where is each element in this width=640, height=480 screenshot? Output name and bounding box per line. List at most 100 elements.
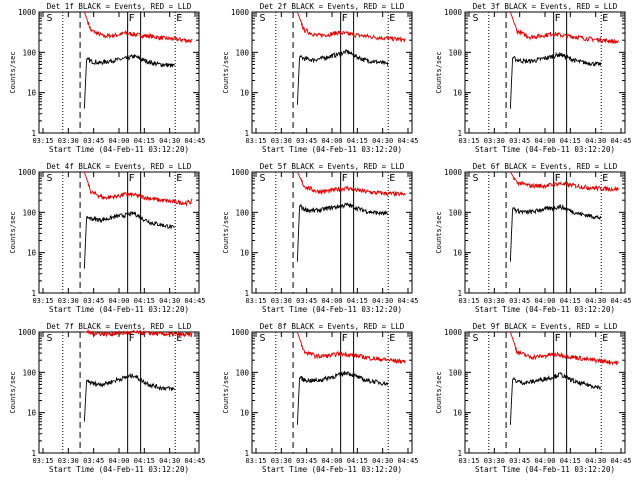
x-tick-label: 04:15 bbox=[134, 137, 155, 145]
x-tick-label: 03:15 bbox=[458, 297, 479, 305]
y-tick-label: 10 bbox=[27, 409, 37, 418]
y-tick-label: 1 bbox=[457, 289, 462, 298]
x-tick-label: 03:45 bbox=[509, 297, 530, 305]
x-tick-label: 04:00 bbox=[534, 297, 555, 305]
marker-e: E bbox=[176, 333, 182, 344]
y-tick-label: 1000 bbox=[444, 328, 463, 337]
x-tick-label: 04:30 bbox=[159, 137, 180, 145]
series-line-black-events bbox=[296, 202, 389, 262]
marker-e: E bbox=[602, 173, 608, 184]
series-line-black-events bbox=[83, 372, 175, 422]
x-tick-label: 04:30 bbox=[372, 457, 393, 465]
x-tick-label: 03:30 bbox=[484, 297, 505, 305]
x-tick-label: 04:45 bbox=[610, 297, 631, 305]
series-line-red-lld bbox=[296, 11, 406, 43]
y-tick-label: 10 bbox=[240, 249, 250, 258]
marker-s: S bbox=[259, 173, 265, 184]
x-tick-label: 04:45 bbox=[397, 297, 418, 305]
y-tick-label: 1 bbox=[244, 129, 249, 138]
series-line-red-lld bbox=[296, 331, 406, 365]
y-tick-label: 10 bbox=[453, 89, 463, 98]
x-tick-label: 04:30 bbox=[585, 297, 606, 305]
x-tick-label: 03:30 bbox=[271, 457, 292, 465]
series-line-red-lld bbox=[84, 328, 193, 338]
x-tick-label: 04:00 bbox=[321, 457, 342, 465]
x-tick-label: 04:15 bbox=[134, 297, 155, 305]
x-tick-label: 04:15 bbox=[560, 457, 581, 465]
y-tick-label: 1 bbox=[31, 449, 36, 458]
y-tick-label: 1000 bbox=[231, 168, 250, 177]
marker-f: F bbox=[342, 13, 348, 24]
y-axis-label: Counts/sec bbox=[9, 211, 17, 253]
series-line-red-lld bbox=[83, 171, 193, 207]
marker-s: S bbox=[46, 333, 52, 344]
y-tick-label: 100 bbox=[235, 208, 249, 217]
x-tick-label: 04:00 bbox=[321, 297, 342, 305]
marker-s: S bbox=[46, 173, 52, 184]
marker-e: E bbox=[602, 333, 608, 344]
x-tick-label: 03:15 bbox=[458, 137, 479, 145]
x-tick-label: 04:30 bbox=[585, 137, 606, 145]
x-tick-label: 04:30 bbox=[372, 137, 393, 145]
series-line-red-lld bbox=[509, 11, 619, 45]
marker-e: E bbox=[602, 13, 608, 24]
x-tick-label: 03:45 bbox=[296, 137, 317, 145]
marker-e: E bbox=[176, 13, 182, 24]
y-axis-label: Counts/sec bbox=[435, 211, 443, 253]
x-tick-label: 04:45 bbox=[397, 137, 418, 145]
y-tick-label: 1000 bbox=[444, 168, 463, 177]
marker-s: S bbox=[472, 173, 478, 184]
marker-f: F bbox=[555, 333, 561, 344]
y-axis-label: Counts/sec bbox=[222, 371, 230, 413]
y-tick-label: 1000 bbox=[18, 328, 37, 337]
chart-panel-1: Det 1f BLACK = Events, RED = LLD 1 10 100 10… bbox=[9, 2, 206, 154]
x-tick-label: 03:30 bbox=[58, 457, 79, 465]
x-tick-label: 04:00 bbox=[534, 137, 555, 145]
y-tick-label: 1 bbox=[244, 289, 249, 298]
x-tick-label: 04:15 bbox=[347, 137, 368, 145]
marker-s: S bbox=[472, 13, 478, 24]
x-axis-label: Start Time (04-Feb-11 03:12:20) bbox=[49, 305, 189, 314]
x-tick-label: 04:45 bbox=[397, 457, 418, 465]
y-axis-label: Counts/sec bbox=[222, 51, 230, 93]
marker-f: F bbox=[129, 333, 135, 344]
x-tick-label: 03:45 bbox=[296, 297, 317, 305]
x-tick-label: 04:30 bbox=[159, 457, 180, 465]
y-tick-label: 100 bbox=[448, 48, 462, 57]
y-tick-label: 1000 bbox=[18, 168, 37, 177]
y-axis-label: Counts/sec bbox=[435, 51, 443, 93]
x-tick-label: 04:45 bbox=[610, 137, 631, 145]
x-tick-label: 03:15 bbox=[32, 457, 53, 465]
series-line-black-events bbox=[509, 371, 602, 425]
chart-panel-2: Det 2f BLACK = Events, RED = LLD 1 10 100 10… bbox=[222, 2, 419, 154]
marker-e: E bbox=[389, 173, 395, 184]
series-line-black-events bbox=[509, 203, 602, 262]
x-tick-label: 03:45 bbox=[509, 137, 530, 145]
chart-title: Det 6f BLACK = Events, RED = LLD bbox=[473, 162, 618, 171]
x-tick-label: 03:45 bbox=[83, 457, 104, 465]
marker-f: F bbox=[129, 13, 135, 24]
x-tick-label: 03:15 bbox=[245, 137, 266, 145]
chart-panel-5: Det 5f BLACK = Events, RED = LLD 1 10 100 10… bbox=[222, 162, 419, 314]
marker-e: E bbox=[176, 173, 182, 184]
x-tick-label: 04:00 bbox=[108, 457, 129, 465]
chart-panel-3: Det 3f BLACK = Events, RED = LLD 1 10 100 10… bbox=[435, 2, 632, 154]
series-line-black-events bbox=[509, 51, 602, 109]
x-tick-label: 04:30 bbox=[159, 297, 180, 305]
x-tick-label: 04:30 bbox=[372, 297, 393, 305]
x-tick-label: 04:45 bbox=[184, 137, 205, 145]
marker-e: E bbox=[389, 333, 395, 344]
y-tick-label: 10 bbox=[240, 409, 250, 418]
x-tick-label: 04:15 bbox=[134, 457, 155, 465]
series-line-red-lld bbox=[509, 331, 619, 366]
series-line-red-lld bbox=[296, 171, 406, 197]
x-tick-label: 03:15 bbox=[245, 297, 266, 305]
marker-s: S bbox=[259, 333, 265, 344]
x-tick-label: 03:45 bbox=[83, 297, 104, 305]
y-tick-label: 100 bbox=[448, 368, 462, 377]
x-tick-label: 03:15 bbox=[245, 457, 266, 465]
y-tick-label: 1 bbox=[244, 449, 249, 458]
x-tick-label: 04:00 bbox=[321, 137, 342, 145]
chart-title: Det 5f BLACK = Events, RED = LLD bbox=[260, 162, 405, 171]
y-tick-label: 1 bbox=[31, 129, 36, 138]
